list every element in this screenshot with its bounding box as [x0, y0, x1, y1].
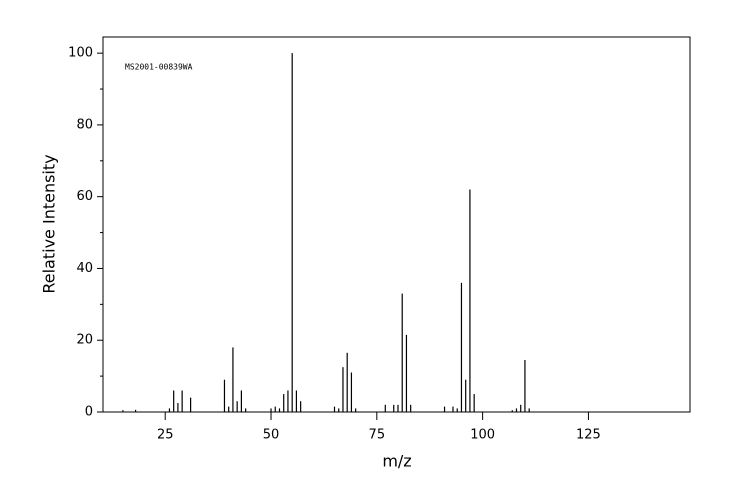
y-tick-label: 20 [76, 333, 93, 348]
y-tick-label: 100 [68, 46, 93, 61]
y-tick-label: 40 [76, 261, 93, 276]
x-tick-label: 25 [157, 428, 174, 443]
x-tick-label: 100 [470, 428, 495, 443]
y-tick-label: 0 [85, 405, 93, 420]
x-axis-label: m/z [382, 452, 411, 471]
y-axis-label: Relative Intensity [40, 154, 59, 293]
y-tick-label: 80 [76, 117, 93, 132]
x-tick-label: 50 [263, 428, 280, 443]
x-tick-label: 75 [369, 428, 386, 443]
y-tick-label: 60 [76, 189, 93, 204]
x-tick-label: 125 [576, 428, 601, 443]
plot-frame [102, 36, 691, 413]
annotation: MS2001-00839WA [125, 63, 193, 72]
